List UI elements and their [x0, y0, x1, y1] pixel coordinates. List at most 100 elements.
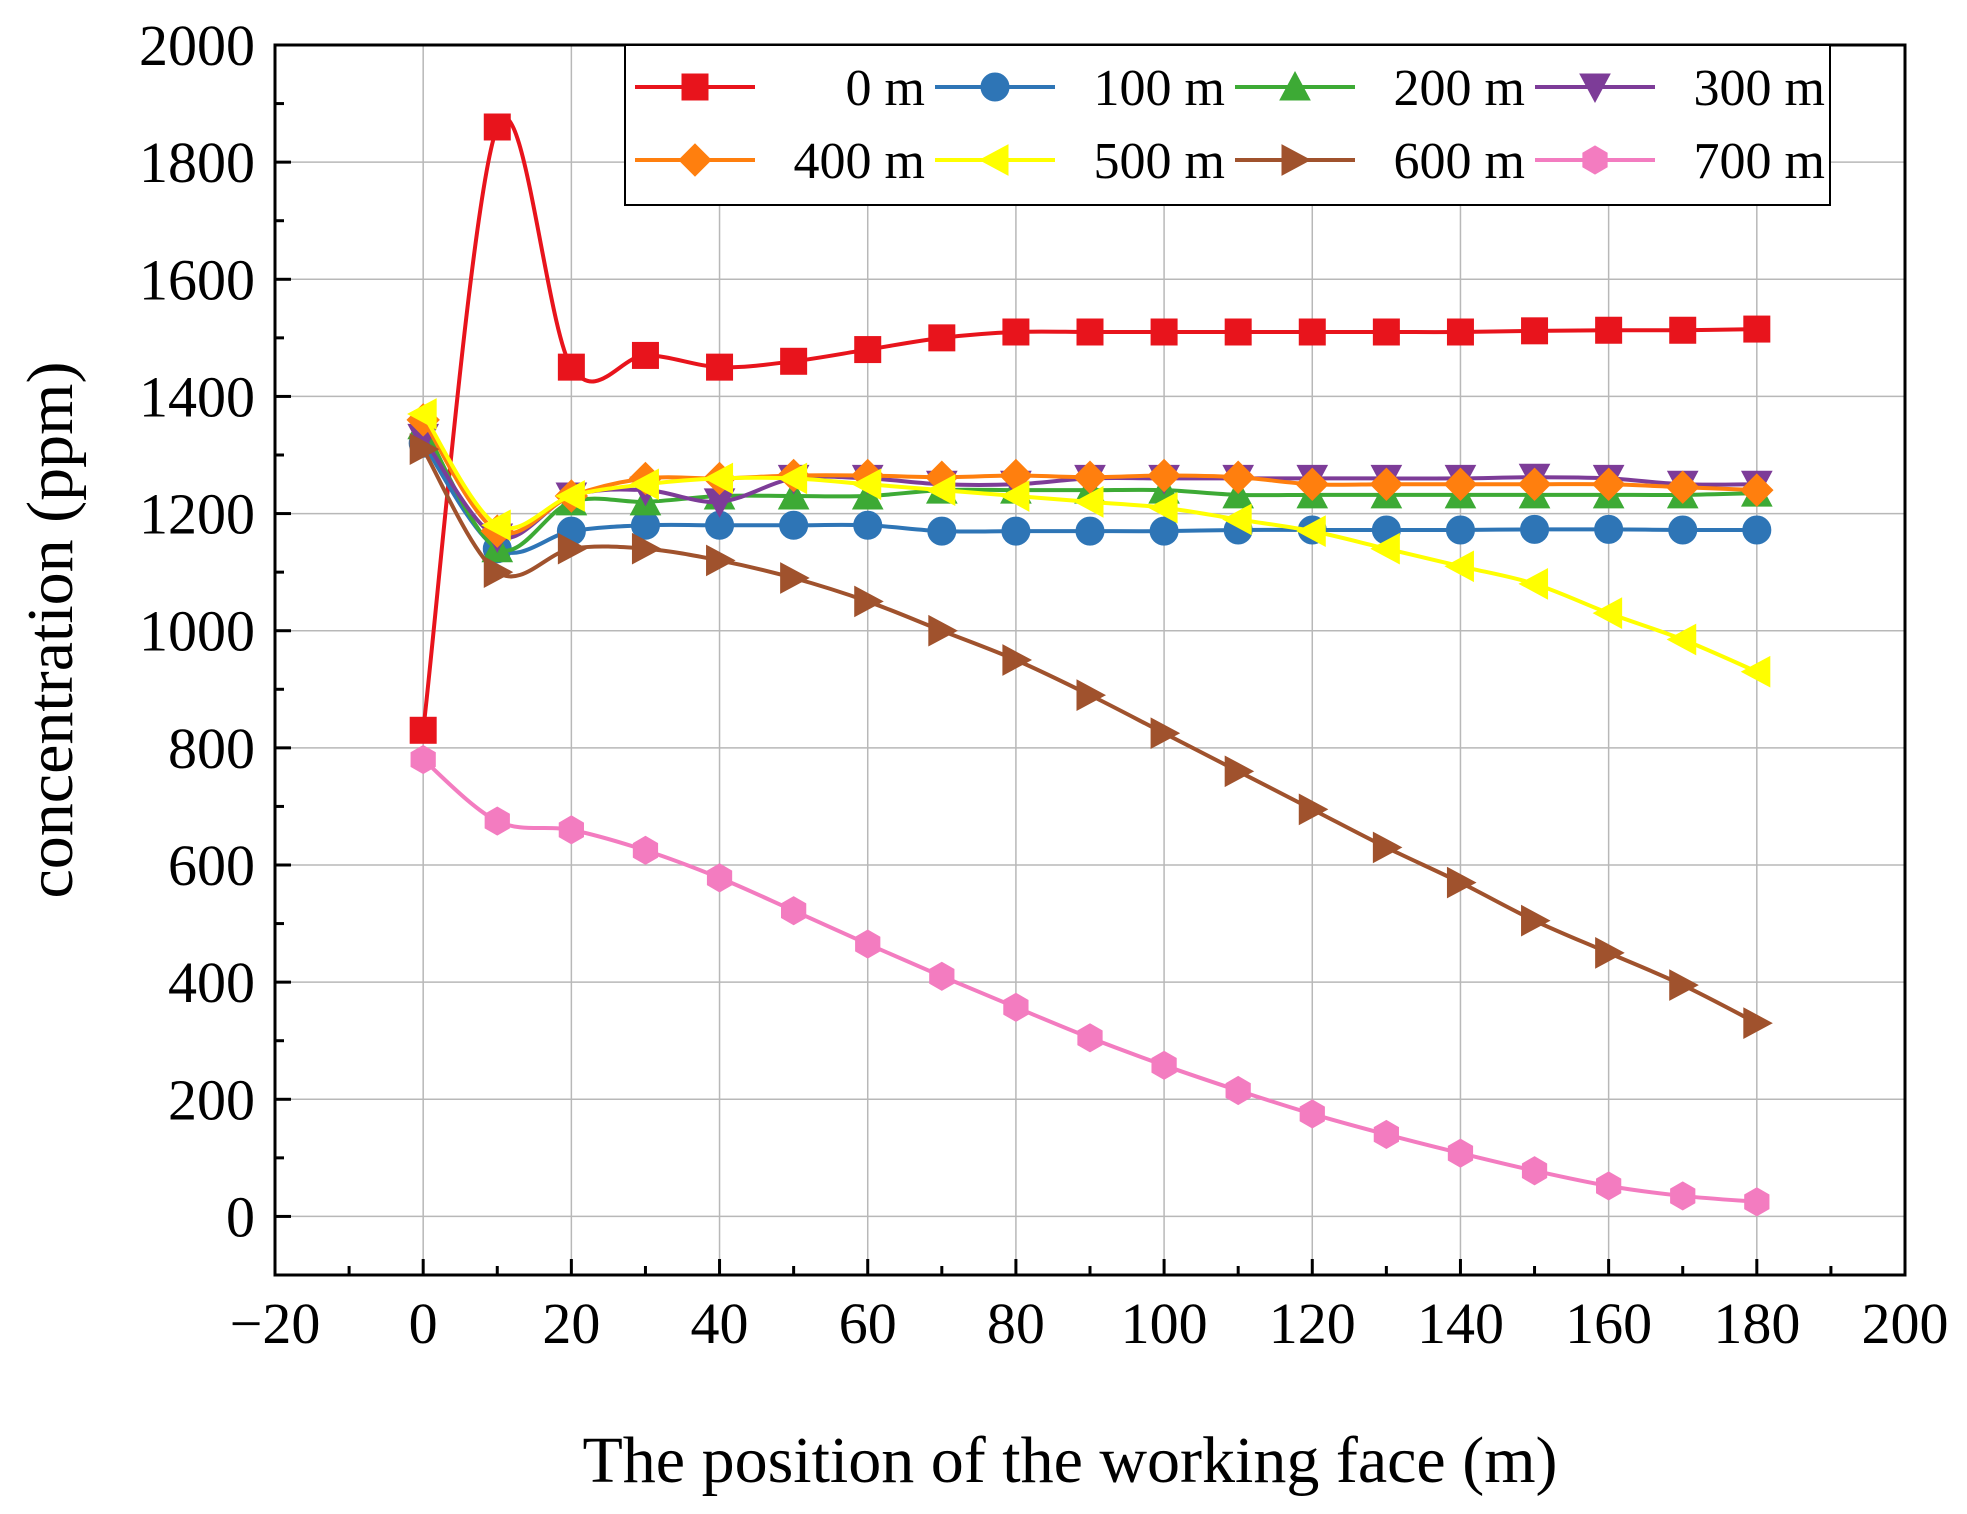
- data-point: [1669, 969, 1699, 1001]
- data-point: [1591, 467, 1626, 501]
- data-point: [1740, 473, 1774, 507]
- legend-item: 200 m: [1235, 60, 1525, 117]
- data-point: [1296, 515, 1326, 547]
- data-point: [1520, 514, 1550, 544]
- data-point: [1073, 486, 1104, 518]
- y-tick-label: 200: [168, 1067, 255, 1132]
- data-point: [854, 585, 884, 618]
- data-point: [1221, 460, 1255, 494]
- series-700-m: [410, 744, 1770, 1217]
- x-tick-label: 120: [1269, 1291, 1356, 1356]
- data-point: [780, 562, 810, 594]
- data-point: [780, 347, 808, 375]
- data-point: [631, 341, 659, 369]
- data-point: [1668, 515, 1698, 545]
- series-0-m: [409, 113, 1771, 744]
- data-point: [1149, 516, 1179, 546]
- data-point: [1372, 831, 1403, 864]
- data-point: [631, 532, 662, 565]
- data-point: [1077, 1023, 1103, 1053]
- data-point: [409, 433, 440, 465]
- data-point: [1003, 992, 1029, 1022]
- data-point: [1150, 717, 1181, 750]
- data-point: [928, 324, 956, 352]
- data-point: [558, 815, 584, 845]
- data-point: [1148, 491, 1178, 524]
- y-axis-tick-labels: 0 200 400 600 800 1000 1200 1400 1600 1800 2000: [139, 13, 255, 1249]
- data-point: [706, 863, 733, 893]
- x-tick-label: 100: [1121, 1291, 1208, 1356]
- x-tick-label: 0: [409, 1291, 438, 1356]
- legend-item: 700 m: [1535, 133, 1825, 190]
- legend-label: 100 m: [1094, 60, 1225, 117]
- x-tick-label: 140: [1417, 1291, 1504, 1356]
- legend-label: 200 m: [1394, 60, 1525, 117]
- x-tick-label: 20: [542, 1291, 600, 1356]
- data-point: [703, 462, 734, 495]
- data-point: [928, 614, 958, 647]
- data-point: [481, 509, 511, 542]
- legend-box: [624, 44, 1831, 206]
- y-tick-label: 600: [168, 833, 255, 898]
- data-point: [1225, 1075, 1251, 1106]
- legend-label: 600 m: [1394, 133, 1525, 190]
- data-point: [483, 556, 514, 588]
- series-line: [421, 115, 1757, 731]
- x-tick-label: −20: [230, 1291, 321, 1356]
- data-point: [1743, 1007, 1773, 1039]
- data-point: [1372, 318, 1400, 346]
- y-tick-label: 1800: [139, 130, 255, 195]
- data-point: [1075, 516, 1105, 546]
- legend-marker: [1279, 70, 1311, 101]
- data-point: [1443, 467, 1478, 501]
- data-point: [557, 353, 585, 381]
- data-point: [1666, 623, 1697, 656]
- data-point: [557, 532, 588, 565]
- legend-marker: [980, 72, 1010, 102]
- data-point: [1596, 1171, 1622, 1201]
- series-500-m: [407, 398, 1771, 688]
- data-point: [706, 544, 736, 577]
- data-point: [1150, 318, 1178, 346]
- data-point: [1742, 515, 1772, 545]
- data-point: [555, 480, 585, 512]
- data-point: [855, 929, 881, 959]
- data-point: [999, 480, 1030, 512]
- data-point: [1517, 467, 1552, 501]
- data-point: [1595, 316, 1623, 344]
- data-point: [1595, 937, 1625, 969]
- data-point: [632, 835, 659, 865]
- legend-label: 0 m: [846, 60, 925, 117]
- data-point: [410, 744, 436, 775]
- legend-marker: [681, 73, 709, 101]
- series-600-m: [409, 433, 1773, 1039]
- data-point: [1518, 568, 1549, 600]
- series-layer: [406, 113, 1774, 1217]
- data-point: [1222, 503, 1252, 536]
- data-point: [1521, 904, 1551, 937]
- data-point: [851, 468, 882, 501]
- x-tick-label: 40: [691, 1291, 749, 1356]
- y-tick-label: 800: [168, 716, 255, 781]
- y-tick-label: 1000: [139, 599, 255, 664]
- data-point: [1594, 514, 1624, 544]
- data-point: [1299, 1099, 1325, 1129]
- legend-label: 500 m: [1094, 133, 1225, 190]
- y-tick-label: 1200: [139, 482, 255, 547]
- data-point: [1002, 318, 1030, 346]
- data-point: [1446, 866, 1477, 899]
- data-point: [1298, 318, 1326, 346]
- data-point: [1740, 655, 1771, 688]
- y-tick-label: 1400: [139, 364, 255, 429]
- legend-label: 400 m: [794, 133, 925, 190]
- y-tick-label: 1600: [139, 247, 255, 312]
- data-point: [929, 961, 955, 991]
- x-tick-label: 160: [1565, 1291, 1652, 1356]
- data-point: [1151, 1050, 1177, 1080]
- x-tick-label: 200: [1862, 1291, 1949, 1356]
- legend-item: 500 m: [935, 133, 1225, 190]
- data-point: [853, 510, 883, 540]
